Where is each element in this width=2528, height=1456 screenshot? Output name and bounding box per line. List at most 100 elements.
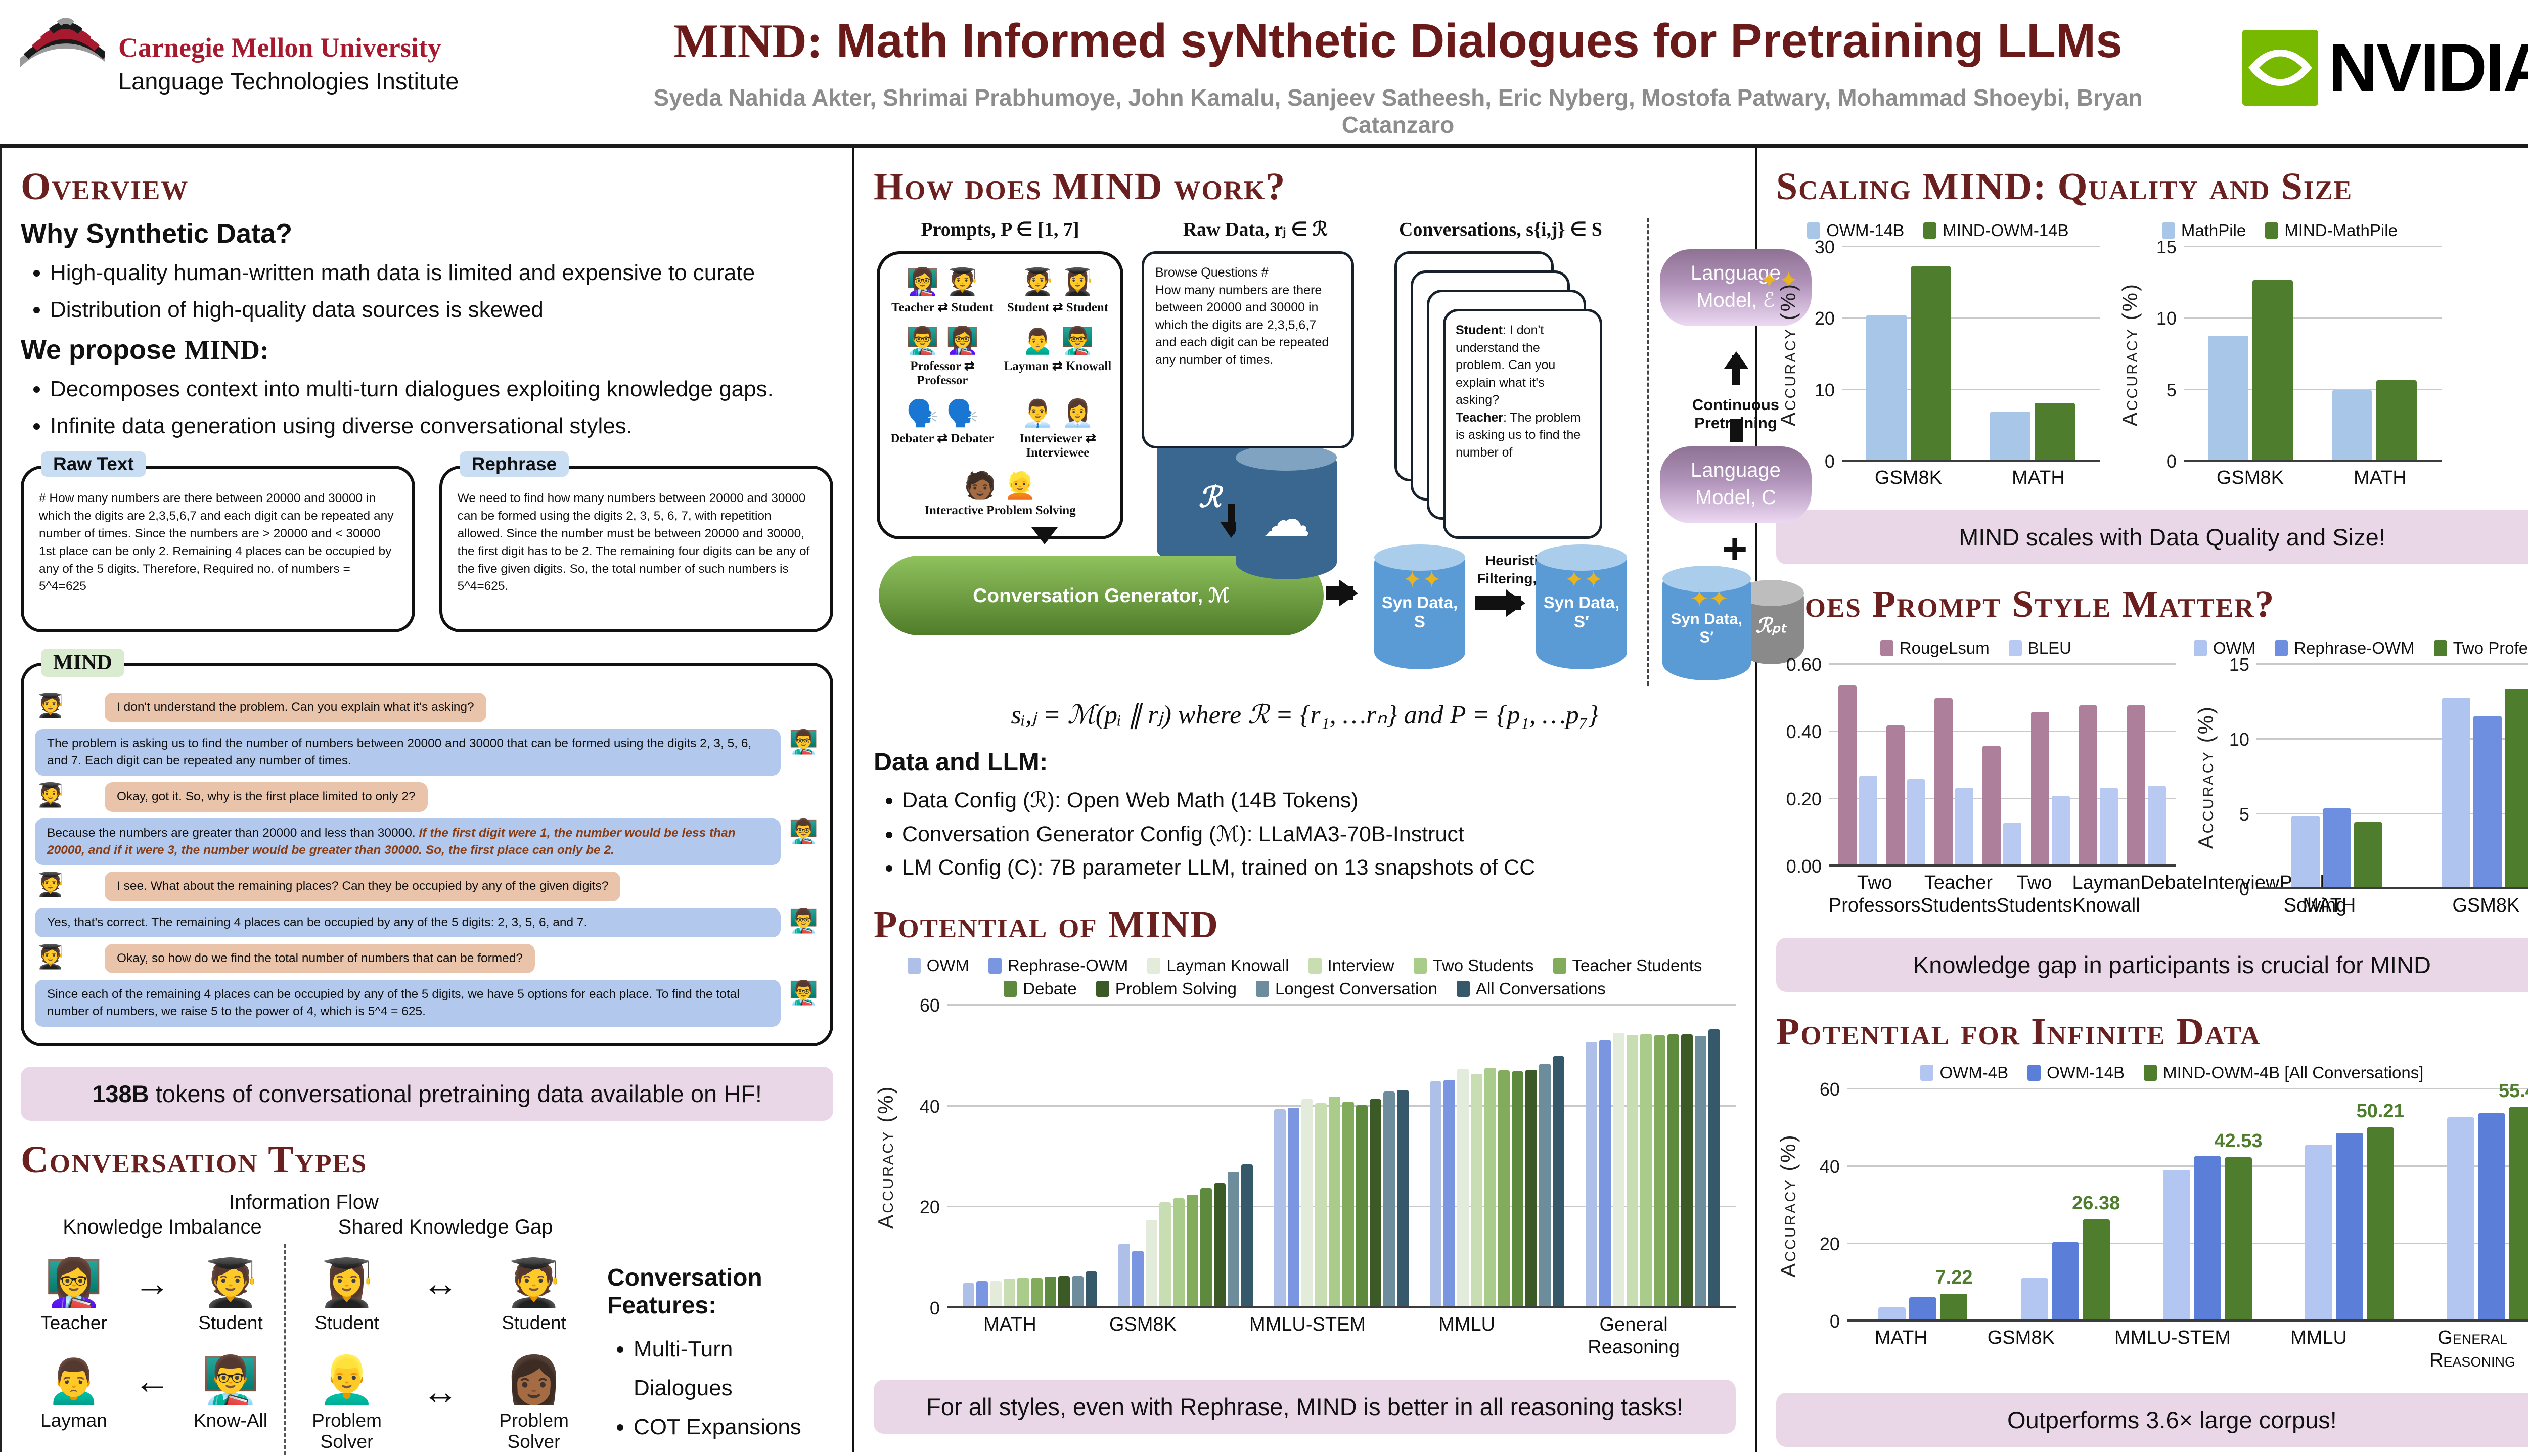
bar-Debate-MMLU-STEM <box>1356 1105 1368 1308</box>
legend-label: MIND-OWM-14B <box>1943 221 2069 240</box>
pair-label: Teacher ⇄ Student <box>891 300 994 314</box>
dialogue-turn: 🧑‍🎓 Okay, so how do we find the total nu… <box>35 943 819 974</box>
flow-arrow-icon: ↔ <box>422 1263 459 1304</box>
prompt-similarity-block: RougeLsum BLEU 0.00 0.20 0.40 0.60 Two Profes… <box>1776 635 2351 918</box>
bar-Debate-General Reasoning <box>1667 1034 1680 1308</box>
legend-swatch-icon <box>2265 222 2279 239</box>
bar-OWM-4B-MATH <box>1878 1307 1906 1322</box>
scaling-owm-legend: OWM-14B MIND-OWM-14B <box>1776 221 2100 240</box>
legend-label: OWM-4B <box>1939 1063 2009 1082</box>
bar-group-Two Students <box>1934 665 1974 867</box>
potential-heading: Potential of MIND <box>873 903 1219 946</box>
y-tick-label: 10 <box>2229 729 2249 750</box>
tokens-count: 138B <box>92 1080 149 1107</box>
y-tick-label: 40 <box>919 1096 940 1117</box>
infinite-banner: Outperforms 3.6× large corpus! <box>1776 1393 2528 1447</box>
teacher-avatar-icon: 👨‍🏫 <box>789 907 818 934</box>
bar-Longest Conversation-MMLU-STEM <box>1383 1091 1395 1308</box>
bar-Two Students-MMLU-STEM <box>1329 1096 1341 1308</box>
bar-Teacher Students-GSM8K <box>1186 1195 1198 1308</box>
rpt-label: ℛₚₜ <box>1755 614 1787 637</box>
flow-arrow-icon: ↔ <box>422 1371 459 1412</box>
knowledge-imbalance-title: Knowledge Imbalance <box>63 1215 262 1238</box>
column-divider <box>1755 148 1757 1452</box>
gridline <box>2256 887 2528 890</box>
scaling-owm-block: OWM-14B MIND-OWM-14B Accuracy (%) 0 10 20 30 G… <box>1776 218 2100 490</box>
bar-BLEU-Layman Knowall <box>2003 823 2022 867</box>
legend-label: Rephrase-OWM <box>1008 956 1128 975</box>
bar-group-GSM8K <box>1866 247 1952 462</box>
conversation-card-stack: Student: I don't understand the problem.… <box>1394 251 1612 544</box>
bar-Debate-GSM8K <box>1200 1188 1212 1308</box>
legend-row: Debate Problem Solving Longest Conversatio… <box>874 979 1736 998</box>
bar-Layman Knowall-MMLU <box>1457 1068 1469 1308</box>
bar-Longest Conversation-General Reasoning <box>1695 1035 1707 1308</box>
y-tick-label: 15 <box>2229 654 2249 675</box>
bar-OWM-4B-General Reasoning <box>2447 1117 2475 1322</box>
feature-item: Multi-Turn Dialogues <box>634 1330 833 1407</box>
sparkle-icon: ✦✦ <box>1689 585 1729 612</box>
features-heading: Conversation Features: <box>607 1264 762 1319</box>
legend-item: BLEU <box>2008 639 2071 658</box>
bar-MIND-OWM-14B-GSM8K <box>1911 266 1952 462</box>
teacher-text: Since each of the remaining 4 places can… <box>47 987 740 1019</box>
prompt-similarity-chart: 0.00 0.20 0.40 0.60 Two Professors Teacher St… <box>1776 654 2351 918</box>
scaling-banner: MIND scales with Data Quality and Size! <box>1776 510 2528 564</box>
y-tick-label: 40 <box>1819 1156 1840 1177</box>
x-axis-label: GSM8K <box>1874 467 1942 489</box>
x-axis-label: Two Professors <box>1828 872 1921 917</box>
bullet: Distribution of high-quality data source… <box>50 293 833 326</box>
bar-Teacher Students-MMLU-STEM <box>1342 1101 1355 1308</box>
university-name: Carnegie Mellon University <box>118 32 441 63</box>
teacher-avatar-icon: 👨‍🏫 <box>789 817 818 844</box>
bar-RougeLsum-Problem Solving <box>2127 705 2145 867</box>
bar-group-MATH <box>1990 247 2075 462</box>
legend-swatch-icon <box>2008 640 2022 656</box>
bar-value-label: 26.38 <box>2072 1193 2120 1214</box>
teacher-text: Because the numbers are greater than 200… <box>47 826 419 840</box>
column-results: Scaling MIND: Quality and Size OWM-14B MI… <box>1757 148 2528 1452</box>
student-bubble: I see. What about the remaining places? … <box>105 872 621 901</box>
y-axis-label: Accuracy (%) <box>1776 1133 1800 1278</box>
legend-item: Teacher Students <box>1553 956 1702 975</box>
dialogue-turn: The problem is asking us to find the num… <box>35 729 819 776</box>
bar-OWM-4B-GSM8K <box>2020 1278 2048 1322</box>
bar-OWM-MATH <box>2291 816 2320 890</box>
student-student-pair: 👩‍🎓 Student ↔ 🧑‍🎓 Student <box>299 1259 582 1334</box>
mind-pipeline-diagram: Prompts, P ∈ [1, 7] 👩‍🏫 🧑‍🎓 Teacher ⇄ Stu… <box>874 218 1812 686</box>
dialogue-turn: Yes, that's correct. The remaining 4 pla… <box>35 907 819 937</box>
pair-label: Debater ⇄ Debater <box>890 432 995 446</box>
raw-text-box: Raw Text # How many numbers are there be… <box>21 451 415 633</box>
legend-item: OWM <box>907 956 969 975</box>
student-avatar-icon: 🧑‍🎓 <box>36 943 65 970</box>
bar-BLEU-Interview <box>2099 787 2118 867</box>
tokens-banner: 138B tokens of conversational pretrainin… <box>21 1066 834 1121</box>
y-tick-label: 5 <box>2239 804 2249 825</box>
language-model-e-pill: Language Model, ℰ ✦✦ <box>1659 249 1812 326</box>
bar-Rephrase-OWM-GSM8K <box>2473 715 2502 890</box>
mind-dialogue-box: MIND 🧑‍🎓 I don't understand the problem.… <box>21 649 834 1046</box>
conversation-types-heading: Conversation Types <box>21 1138 368 1181</box>
person-label: Layman <box>40 1409 107 1431</box>
y-tick-label: 15 <box>2156 237 2177 257</box>
generation-formula: sᵢ,ⱼ = ℳ(pᵢ ∥ rⱼ) where ℛ = {r₁, …rₙ} an… <box>1011 701 1599 730</box>
propose-bullets: Decomposes context into multi-turn dialo… <box>21 373 833 442</box>
person-label: Teacher <box>40 1312 107 1334</box>
lm-c-label: Language Model, C <box>1690 459 1781 509</box>
y-tick-label: 10 <box>2156 308 2177 329</box>
bar-group-GSM8K <box>1118 1006 1253 1308</box>
prompt-accuracy-legend: OWM Rephrase-OWM Two Professors <box>2193 639 2528 658</box>
x-axis-label: MATH <box>2303 895 2356 917</box>
scaling-mathpile-chart: Accuracy (%) 0 5 10 15 GSM8K MATH <box>2118 237 2442 490</box>
mind-label: MIND <box>41 649 124 677</box>
conversation-type-titles: Knowledge Imbalance Shared Knowledge Gap <box>21 1216 587 1239</box>
student-icon: 🧑‍🎓 <box>201 1257 260 1309</box>
bar-OWM-4B-MMLU-STEM <box>2162 1170 2190 1322</box>
x-axis-label: MATH <box>983 1313 1036 1335</box>
gridline <box>1828 663 2176 665</box>
x-axis-label: Interview <box>2202 872 2280 893</box>
we-propose-heading: We propose MIND: <box>21 334 833 366</box>
bar-OWM-14B-GSM8K <box>2051 1242 2079 1322</box>
conversation-card: Student: I don't understand the problem.… <box>1442 309 1602 539</box>
legend-label: Debate <box>1023 979 1077 998</box>
